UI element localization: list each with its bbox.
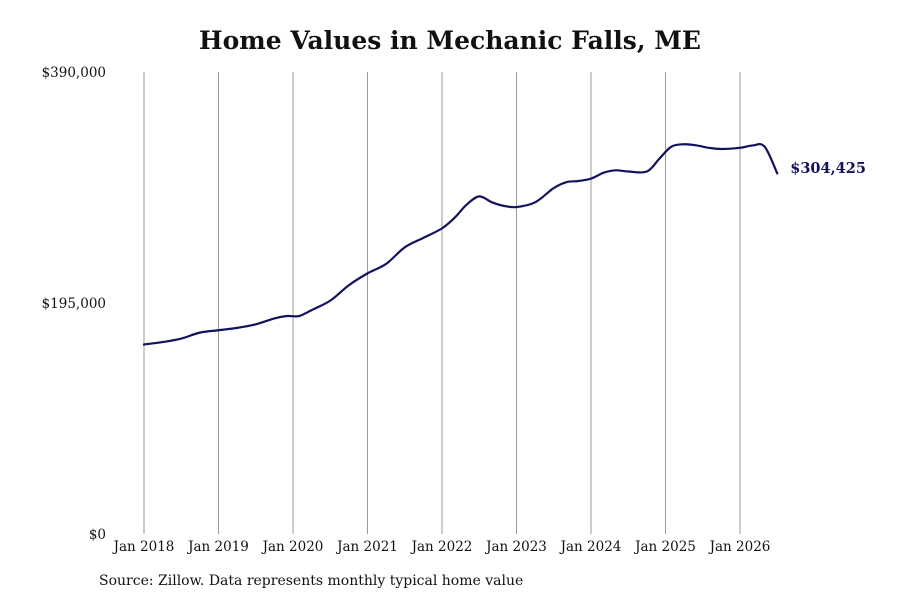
series-layer bbox=[142, 143, 779, 346]
y-tick-label: $0 bbox=[89, 527, 106, 543]
x-axis-ticks: Jan 2018 Jan 2019 Jan 2020 Jan 2021 Jan 2022… bbox=[112, 539, 771, 555]
chart-title: Home Values in Mechanic Falls, ME bbox=[199, 26, 701, 55]
x-tick-label: Jan 2020 bbox=[261, 539, 324, 555]
y-tick-label: $195,000 bbox=[42, 296, 106, 312]
x-tick-label: Jan 2024 bbox=[559, 539, 622, 555]
x-tick-label: Jan 2018 bbox=[112, 539, 175, 555]
series-line bbox=[142, 143, 779, 346]
y-axis-ticks: $0 $195,000 $390,000 bbox=[42, 65, 106, 543]
y-tick-label: $390,000 bbox=[42, 65, 106, 81]
end-value-label: $304,425 bbox=[790, 160, 866, 177]
x-tick-label: Jan 2019 bbox=[186, 539, 249, 555]
x-tick-label: Jan 2022 bbox=[410, 539, 473, 555]
x-tick-label: Jan 2026 bbox=[708, 539, 771, 555]
source-note: Source: Zillow. Data represents monthly … bbox=[99, 573, 524, 589]
x-tick-label: Jan 2023 bbox=[484, 539, 547, 555]
gridlines bbox=[143, 72, 741, 534]
x-tick-label: Jan 2021 bbox=[335, 539, 398, 555]
x-tick-label: Jan 2025 bbox=[633, 539, 696, 555]
